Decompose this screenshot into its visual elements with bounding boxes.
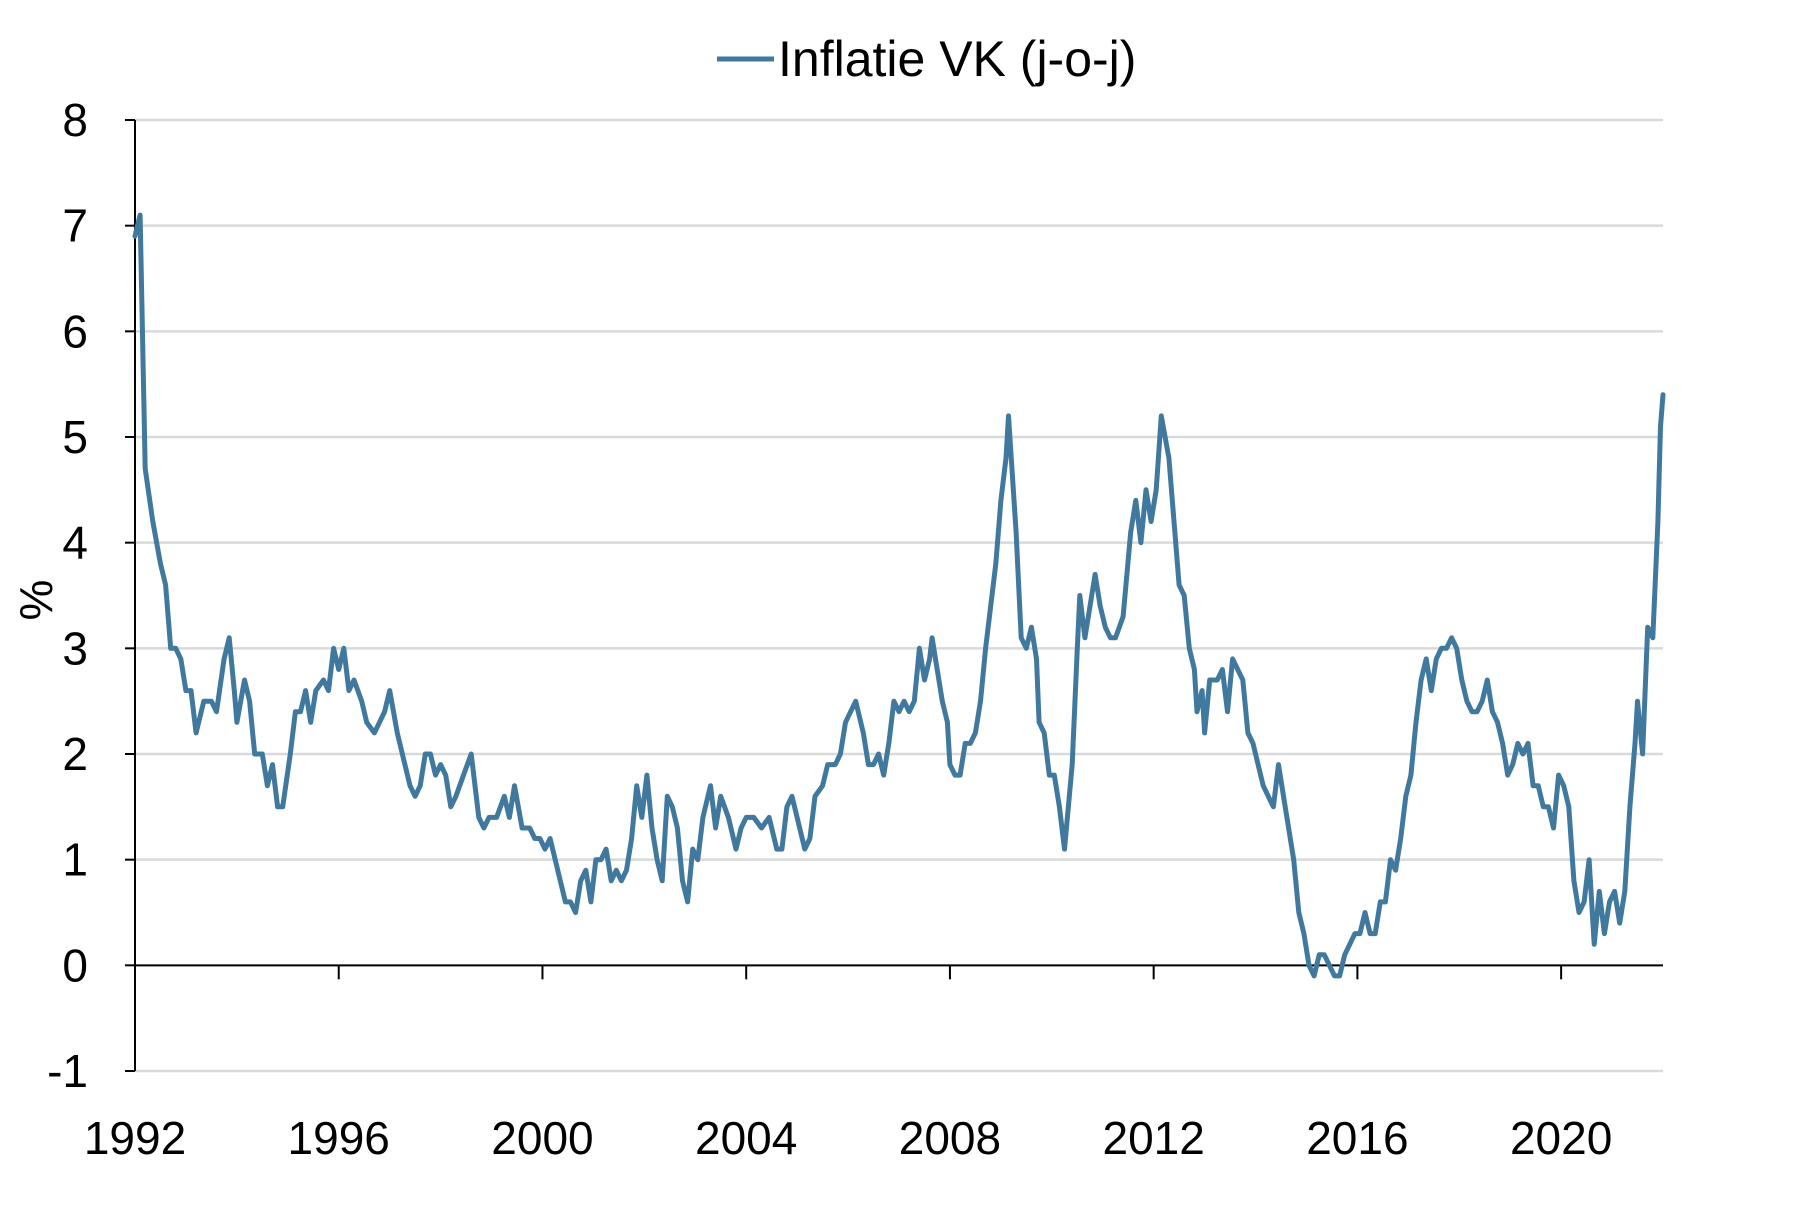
axes <box>134 120 1663 1071</box>
y-tick-label: 1 <box>62 834 88 886</box>
legend: Inflatie VK (j-o-j) <box>717 31 1136 87</box>
y-tick-label: 0 <box>62 939 88 991</box>
x-tick-label: 1996 <box>288 1112 390 1164</box>
legend-label-inflation: Inflatie VK (j-o-j) <box>778 31 1136 87</box>
x-tick-label: 2000 <box>491 1112 593 1164</box>
y-tick-label: 2 <box>62 728 88 780</box>
x-tick-label: 2020 <box>1510 1112 1612 1164</box>
y-tick-label: 8 <box>62 94 88 146</box>
x-tick-label: 2012 <box>1102 1112 1204 1164</box>
series-line-inflation <box>132 212 1666 979</box>
y-tick-label: 3 <box>62 622 88 674</box>
y-tick-label: 6 <box>62 305 88 357</box>
x-tick-label: 2016 <box>1306 1112 1408 1164</box>
gridlines <box>135 118 1663 1073</box>
x-axis-ticks: 1992 1996 2000 2004 2008 2012 2016 2020 <box>84 965 1612 1164</box>
series-group <box>132 212 1666 979</box>
y-tick-label: 5 <box>62 411 88 463</box>
y-tick-label: 7 <box>62 200 88 252</box>
y-tick-label: 4 <box>62 517 88 569</box>
x-tick-label: 2008 <box>899 1112 1001 1164</box>
y-axis-title: % <box>10 580 62 621</box>
y-tick-label: -1 <box>47 1045 88 1097</box>
x-tick-label: 2004 <box>695 1112 797 1164</box>
x-tick-label: 1992 <box>84 1112 186 1164</box>
y-axis-ticks: -1 0 1 2 3 4 5 6 7 8 <box>47 94 135 1097</box>
